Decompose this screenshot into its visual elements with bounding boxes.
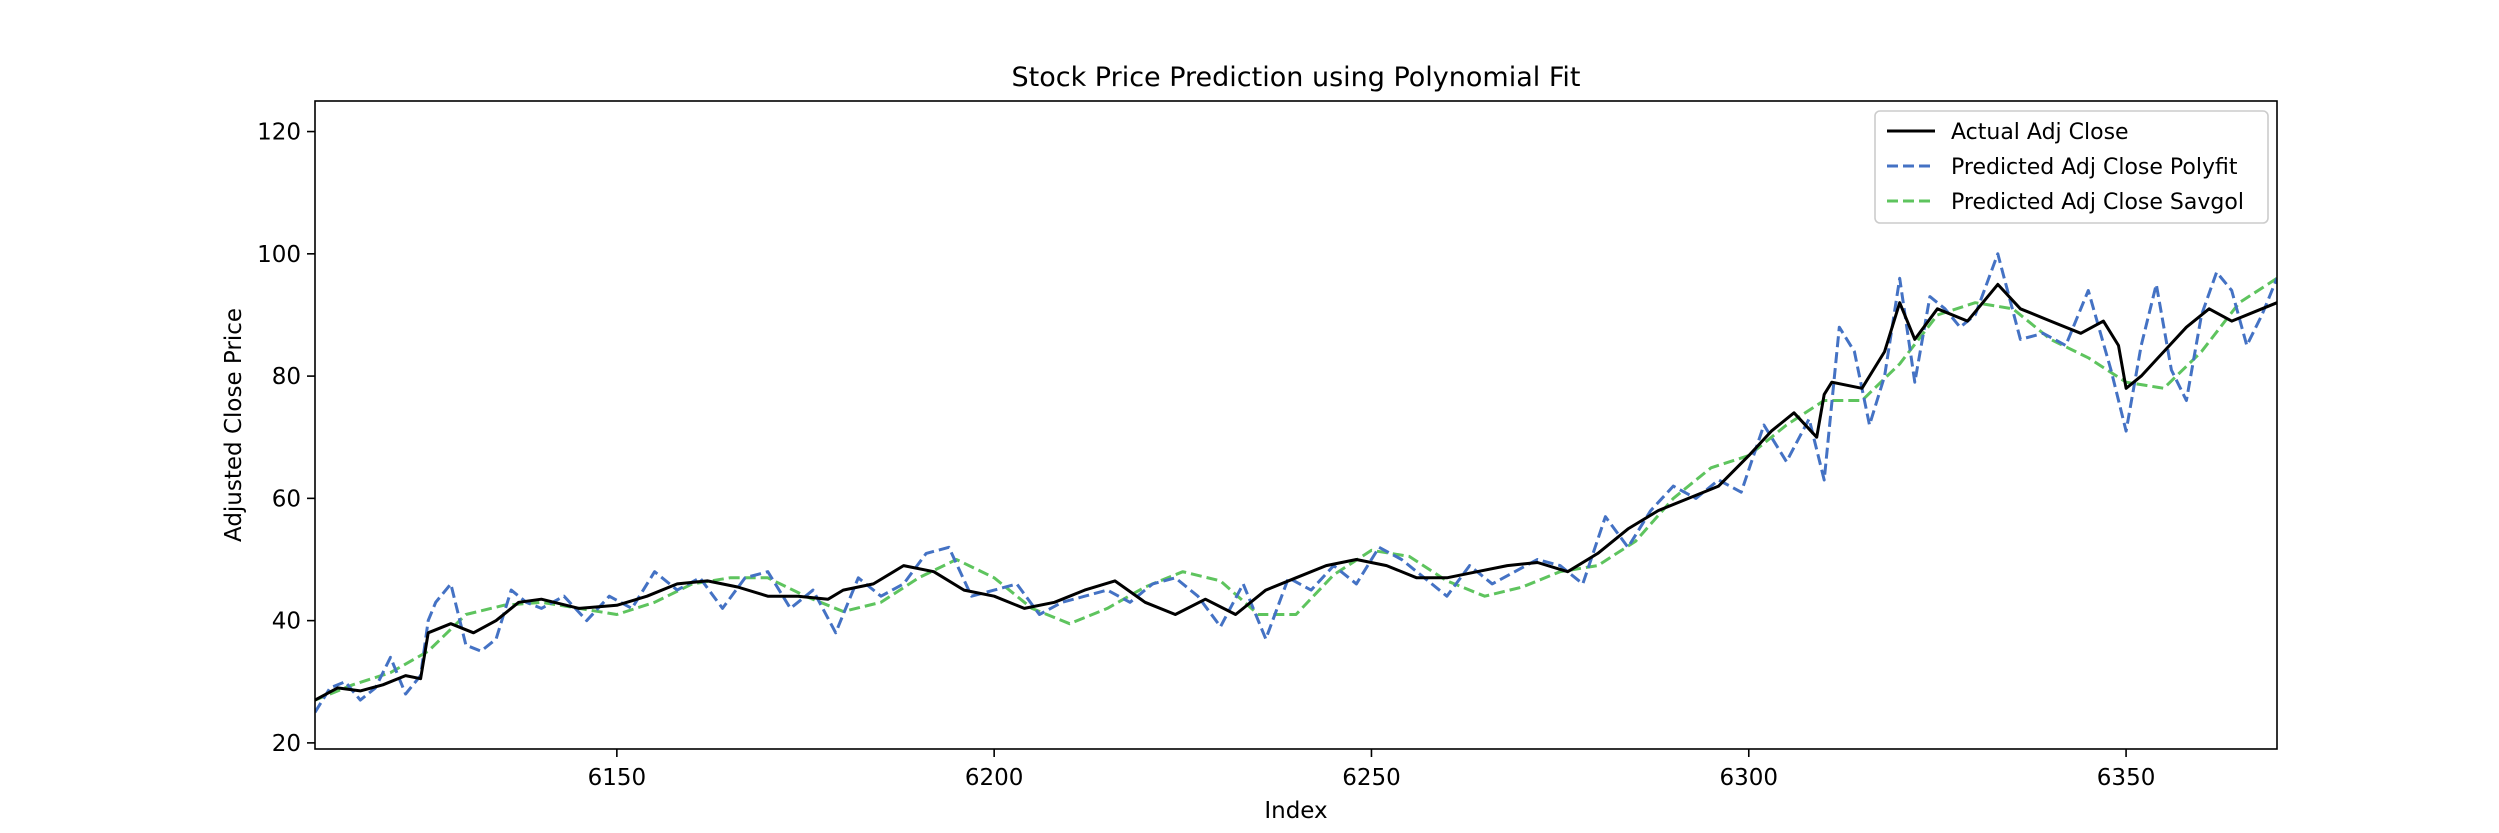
y-tick-label: 60 bbox=[272, 486, 301, 512]
plot-area bbox=[315, 252, 2277, 714]
y-tick-label: 80 bbox=[272, 364, 301, 390]
legend: Actual Adj Close Predicted Adj Close Poly… bbox=[1874, 110, 2269, 224]
x-tick-label: 6200 bbox=[965, 765, 1024, 791]
x-axis-ticks: 6150 6200 6250 6300 6350 bbox=[588, 749, 2156, 791]
legend-label: Actual Adj Close bbox=[1951, 120, 2129, 145]
x-tick-label: 6300 bbox=[1719, 765, 1778, 791]
y-tick-label: 40 bbox=[272, 609, 301, 635]
y-axis-label: Adjusted Close Price bbox=[221, 308, 247, 542]
series-line-actual-adj-close bbox=[315, 282, 2277, 702]
y-tick-label: 20 bbox=[272, 731, 301, 757]
y-axis-ticks: 20 40 60 80 100 120 bbox=[257, 120, 315, 757]
series-line-predicted-adj-close-savgol bbox=[315, 277, 2277, 702]
x-axis-label: Index bbox=[1264, 798, 1327, 824]
y-tick-label: 120 bbox=[257, 120, 301, 146]
plot-frame bbox=[314, 100, 2278, 750]
legend-label: Predicted Adj Close Savgol bbox=[1951, 190, 2244, 215]
legend-label: Predicted Adj Close Polyfit bbox=[1951, 155, 2238, 180]
x-tick-label: 6350 bbox=[2097, 765, 2156, 791]
legend-box bbox=[1874, 110, 2269, 224]
y-tick-label: 100 bbox=[257, 242, 301, 268]
chart-title: Stock Price Prediction using Polynomial … bbox=[1011, 62, 1580, 93]
series-line-predicted-adj-close-polyfit bbox=[315, 252, 2277, 714]
x-tick-label: 6250 bbox=[1342, 765, 1401, 791]
x-tick-label: 6150 bbox=[588, 765, 647, 791]
